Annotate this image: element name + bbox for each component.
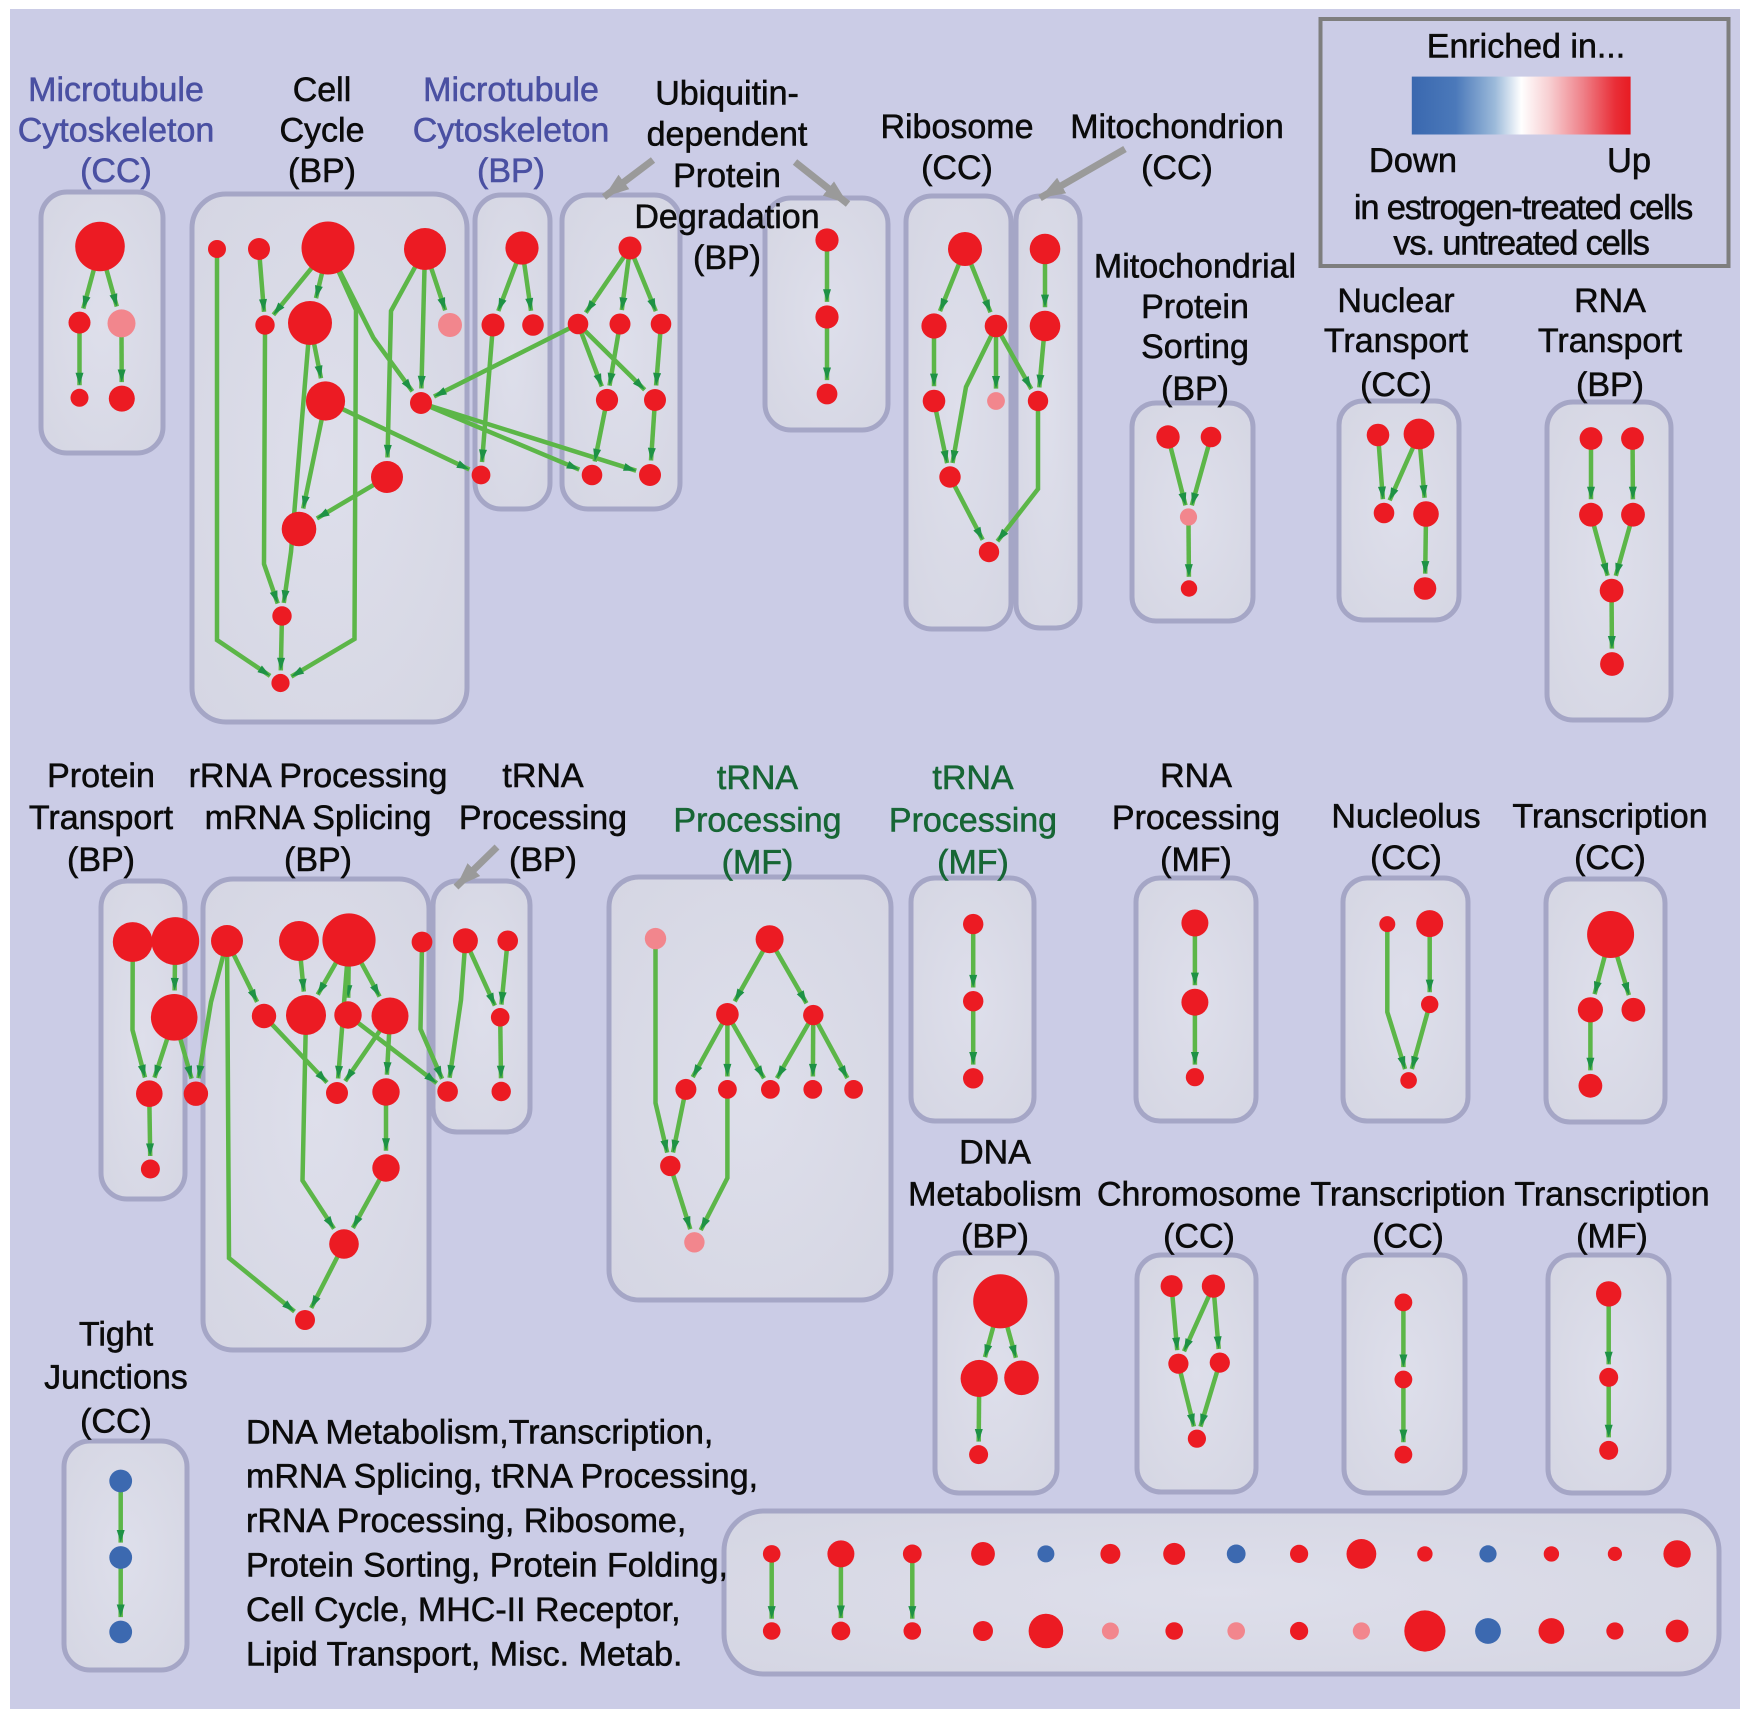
svg-text:(BP): (BP) (1161, 370, 1229, 408)
svg-text:Transcription: Transcription (1514, 1176, 1709, 1214)
svg-text:(CC): (CC) (80, 1403, 152, 1441)
svg-text:mRNA Splicing, tRNA Processing: mRNA Splicing, tRNA Processing, (246, 1458, 758, 1496)
svg-text:(BP): (BP) (1576, 366, 1644, 404)
svg-text:Ubiquitin-: Ubiquitin- (655, 75, 799, 113)
svg-text:Microtubule: Microtubule (28, 71, 204, 109)
svg-text:Chromosome: Chromosome (1097, 1176, 1301, 1214)
svg-text:Transport: Transport (1538, 322, 1683, 360)
svg-text:Nucleolus: Nucleolus (1331, 798, 1480, 836)
svg-text:tRNA: tRNA (502, 757, 584, 795)
svg-text:(BP): (BP) (288, 152, 356, 190)
svg-text:Processing: Processing (1112, 799, 1280, 837)
svg-text:Protein Sorting, Protein Foldi: Protein Sorting, Protein Folding, (246, 1547, 728, 1585)
svg-text:Cytoskeleton: Cytoskeleton (18, 112, 215, 150)
svg-text:Transport: Transport (1324, 322, 1469, 360)
svg-text:Sorting: Sorting (1141, 328, 1249, 366)
svg-text:(BP): (BP) (67, 841, 135, 879)
svg-text:(CC): (CC) (921, 149, 993, 187)
svg-text:Mitochondrial: Mitochondrial (1094, 248, 1296, 286)
svg-text:Protein: Protein (673, 157, 781, 195)
svg-text:(CC): (CC) (1574, 839, 1646, 877)
svg-text:(CC): (CC) (1141, 149, 1213, 187)
svg-text:in estrogen-treated cells: in estrogen-treated cells (1354, 189, 1692, 227)
svg-text:DNA: DNA (959, 1134, 1031, 1172)
svg-text:Ribosome: Ribosome (880, 108, 1033, 146)
svg-text:(CC): (CC) (1372, 1218, 1444, 1256)
svg-text:(MF): (MF) (937, 844, 1009, 882)
svg-text:(CC): (CC) (1360, 366, 1432, 404)
svg-text:Transport: Transport (29, 799, 174, 837)
svg-text:(MF): (MF) (722, 844, 794, 882)
svg-text:(BP): (BP) (961, 1218, 1029, 1256)
svg-text:Degradation: Degradation (634, 198, 819, 236)
svg-text:Transcription: Transcription (1310, 1176, 1505, 1214)
svg-text:Down: Down (1369, 142, 1457, 180)
svg-text:RNA: RNA (1160, 757, 1232, 795)
svg-text:tRNA: tRNA (932, 759, 1014, 797)
svg-text:dependent: dependent (647, 116, 808, 154)
svg-text:Protein: Protein (47, 757, 155, 795)
svg-text:(CC): (CC) (1370, 839, 1442, 877)
svg-text:Up: Up (1607, 142, 1651, 180)
svg-text:Enriched in...: Enriched in... (1427, 28, 1625, 66)
svg-text:Junctions: Junctions (44, 1359, 188, 1397)
svg-text:Processing: Processing (459, 799, 627, 837)
svg-text:(MF): (MF) (1160, 841, 1232, 879)
svg-text:(CC): (CC) (1163, 1218, 1235, 1256)
svg-text:rRNA Processing, Ribosome,: rRNA Processing, Ribosome, (246, 1502, 686, 1540)
svg-text:DNA Metabolism,Transcription,: DNA Metabolism,Transcription, (246, 1413, 713, 1451)
svg-text:Processing: Processing (889, 802, 1057, 840)
svg-text:(BP): (BP) (477, 152, 545, 190)
svg-text:Nuclear: Nuclear (1337, 282, 1454, 320)
svg-text:(MF): (MF) (1576, 1218, 1648, 1256)
svg-text:RNA: RNA (1574, 282, 1646, 320)
svg-text:mRNA Splicing: mRNA Splicing (205, 799, 432, 837)
svg-text:Processing: Processing (673, 802, 841, 840)
svg-text:Transcription: Transcription (1512, 798, 1707, 836)
svg-text:Tight: Tight (79, 1316, 154, 1354)
svg-text:Cell Cycle, MHC-II Receptor,: Cell Cycle, MHC-II Receptor, (246, 1591, 681, 1629)
svg-text:(CC): (CC) (80, 152, 152, 190)
svg-text:rRNA Processing: rRNA Processing (189, 757, 448, 795)
svg-text:tRNA: tRNA (717, 759, 799, 797)
svg-text:Lipid Transport, Misc. Metab.: Lipid Transport, Misc. Metab. (246, 1635, 683, 1673)
svg-text:vs. untreated cells: vs. untreated cells (1393, 225, 1648, 263)
svg-text:Mitochondrion: Mitochondrion (1070, 108, 1284, 146)
svg-text:(BP): (BP) (509, 841, 577, 879)
svg-text:Microtubule: Microtubule (423, 71, 599, 109)
svg-text:Cell: Cell (293, 71, 352, 109)
svg-text:(BP): (BP) (284, 841, 352, 879)
svg-text:Metabolism: Metabolism (908, 1176, 1082, 1214)
svg-text:Protein: Protein (1141, 288, 1249, 326)
svg-text:(BP): (BP) (693, 239, 761, 277)
svg-text:Cytoskeleton: Cytoskeleton (413, 112, 610, 150)
svg-text:Cycle: Cycle (279, 112, 364, 150)
